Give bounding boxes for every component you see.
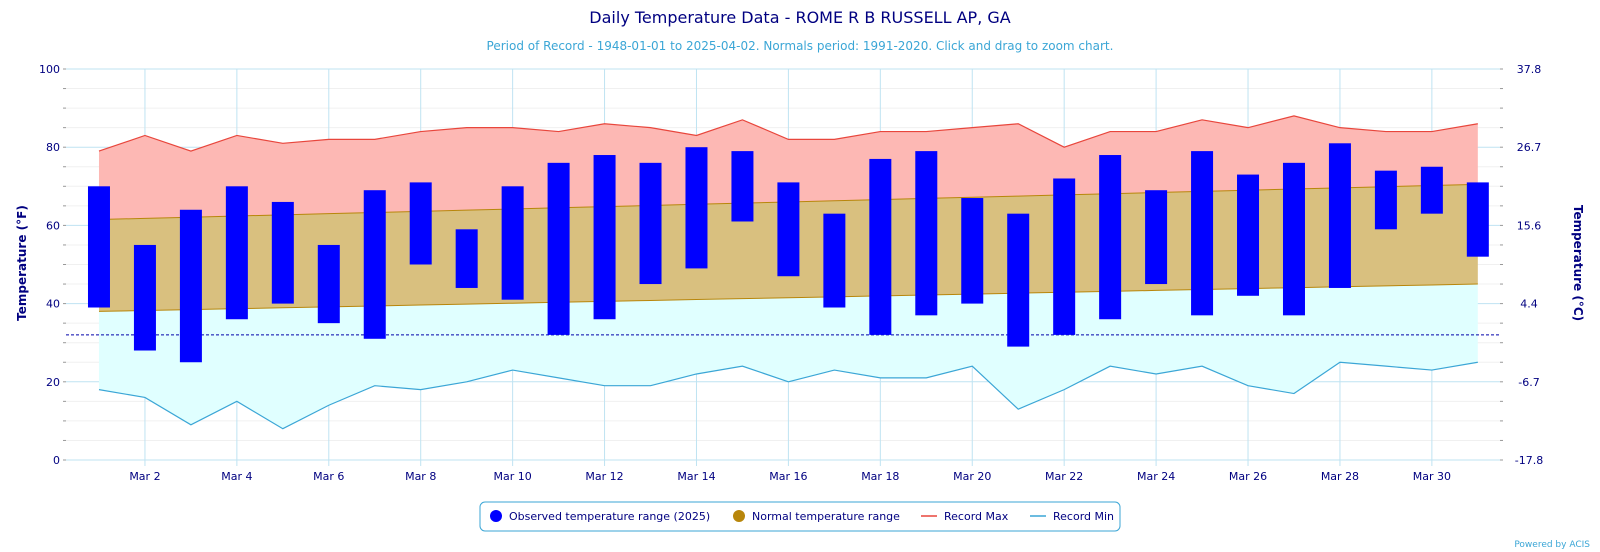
legend-normal-marker (733, 510, 745, 522)
observed-bar[interactable] (455, 229, 478, 288)
y-tick-label-left: 40 (46, 298, 60, 311)
x-tick-label: Mar 30 (1413, 470, 1451, 483)
axes: 0 20 40 60 80 100 -17.8 -6.7 4.4 15.6 26.7 37.8 Mar … (39, 63, 1543, 483)
x-tick-label: Mar 8 (405, 470, 436, 483)
y-tick-label-right: 4.4 (1520, 298, 1538, 311)
y-tick-label-right: -17.8 (1515, 454, 1543, 467)
observed-bar[interactable] (1466, 182, 1489, 257)
observed-bar[interactable] (225, 186, 248, 320)
record-min-area (98, 284, 1478, 429)
y-tick-label-left: 80 (46, 141, 60, 154)
y-axis-title-left: Temperature (°F) (15, 205, 29, 321)
observed-bar[interactable] (547, 162, 570, 335)
record-max-line (98, 115, 1478, 152)
x-tick-label: Mar 10 (494, 470, 532, 483)
observed-bar[interactable] (1282, 162, 1305, 316)
observed-bar[interactable] (1374, 170, 1397, 230)
chart-subtitle: Period of Record - 1948-01-01 to 2025-04… (487, 39, 1114, 53)
y-tick-label-right: 15.6 (1517, 219, 1542, 232)
y-tick-label-left: 20 (46, 376, 60, 389)
observed-bar[interactable] (87, 186, 110, 308)
observed-bar[interactable] (823, 213, 846, 308)
observed-bar[interactable] (1053, 178, 1076, 335)
observed-bar[interactable] (777, 182, 800, 277)
x-tick-label: Mar 12 (585, 470, 623, 483)
x-tick-label: Mar 22 (1045, 470, 1083, 483)
observed-bar[interactable] (1237, 174, 1260, 296)
y-tick-label-right: -6.7 (1518, 376, 1539, 389)
observed-bar[interactable] (1420, 166, 1443, 214)
bar-layer (87, 143, 1489, 363)
observed-bar[interactable] (363, 190, 386, 339)
x-tick-label: Mar 26 (1229, 470, 1267, 483)
legend-box (479, 501, 1121, 532)
observed-bar[interactable] (179, 209, 202, 363)
x-tick-label: Mar 16 (769, 470, 807, 483)
observed-bar[interactable] (1328, 143, 1351, 288)
observed-bar[interactable] (961, 198, 984, 304)
x-tick-label: Mar 2 (129, 470, 160, 483)
observed-bar[interactable] (501, 186, 524, 300)
y-tick-label-left: 100 (39, 63, 60, 76)
y-tick-label-left: 60 (46, 219, 60, 232)
area-layer (66, 115, 1500, 430)
observed-bar[interactable] (593, 155, 616, 320)
observed-bar[interactable] (1191, 151, 1214, 316)
x-tick-label: Mar 18 (861, 470, 899, 483)
observed-bar[interactable] (1145, 190, 1168, 285)
observed-bar[interactable] (639, 162, 662, 285)
record-min-line (98, 361, 1478, 430)
record-max-area (98, 115, 1478, 220)
observed-bar[interactable] (731, 151, 754, 222)
observed-bar[interactable] (915, 151, 938, 316)
y-axis-title-right: Temperature (°C) (1571, 205, 1585, 321)
observed-bar[interactable] (1007, 213, 1030, 347)
observed-bar[interactable] (317, 244, 340, 324)
chart-title: Daily Temperature Data - ROME R B RUSSEL… (589, 8, 1010, 27)
x-tick-label: Mar 4 (221, 470, 252, 483)
legend[interactable]: Observed temperature range (2025) Normal… (479, 501, 1121, 532)
x-tick-label: Mar 6 (313, 470, 344, 483)
legend-normal-label[interactable]: Normal temperature range (752, 510, 900, 523)
observed-bar[interactable] (1099, 155, 1122, 320)
y-tick-label-right: 37.8 (1517, 63, 1542, 76)
x-tick-label: Mar 20 (953, 470, 991, 483)
y-tick-label-left: 0 (53, 454, 60, 467)
observed-bar[interactable] (133, 244, 156, 351)
x-tick-label: Mar 14 (677, 470, 715, 483)
legend-observed-label[interactable]: Observed temperature range (2025) (509, 510, 710, 523)
y-tick-label-right: 26.7 (1517, 141, 1542, 154)
observed-bar[interactable] (409, 182, 432, 265)
credit-link[interactable]: Powered by ACIS (1514, 540, 1590, 550)
legend-record-min-label[interactable]: Record Min (1053, 510, 1114, 523)
x-tick-label: Mar 28 (1321, 470, 1359, 483)
observed-bar[interactable] (271, 201, 294, 304)
observed-bar[interactable] (869, 158, 892, 335)
legend-observed-marker (490, 510, 502, 522)
legend-record-max-label[interactable]: Record Max (944, 510, 1009, 523)
x-tick-label: Mar 24 (1137, 470, 1175, 483)
observed-bar[interactable] (685, 147, 708, 269)
